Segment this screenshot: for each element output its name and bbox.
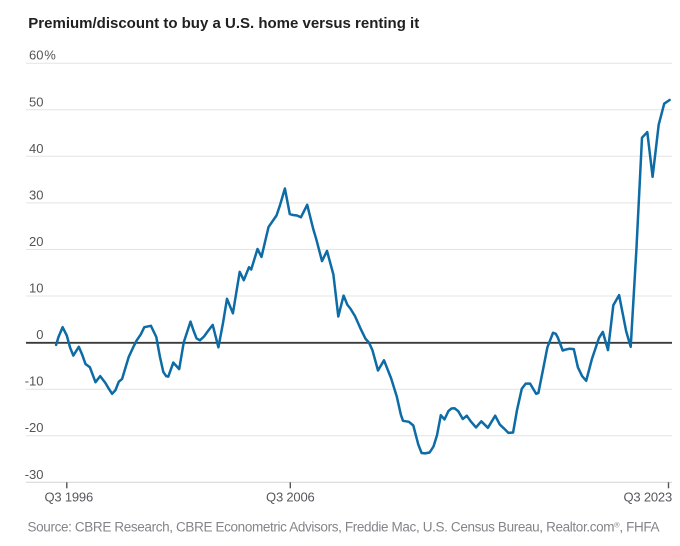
svg-text:-20: -20	[25, 420, 44, 435]
svg-text:40: 40	[29, 141, 43, 156]
svg-text:%: %	[44, 48, 56, 63]
svg-text:Source: CBRE Research, CBRE Ec: Source: CBRE Research, CBRE Econometric …	[28, 520, 660, 535]
svg-text:Q3 2023: Q3 2023	[624, 489, 672, 504]
svg-text:20: 20	[29, 234, 43, 249]
svg-text:-30: -30	[25, 467, 44, 482]
svg-text:-10: -10	[25, 374, 44, 389]
svg-text:10: 10	[29, 281, 43, 296]
svg-text:60: 60	[29, 48, 43, 63]
svg-text:Q3 2006: Q3 2006	[266, 489, 314, 504]
svg-text:0: 0	[36, 327, 43, 342]
svg-text:Q3 1996: Q3 1996	[45, 489, 93, 504]
svg-text:30: 30	[29, 187, 43, 202]
svg-text:50: 50	[29, 94, 43, 109]
svg-text:Premium/discount to buy a U.S.: Premium/discount to buy a U.S. home vers…	[28, 15, 419, 32]
